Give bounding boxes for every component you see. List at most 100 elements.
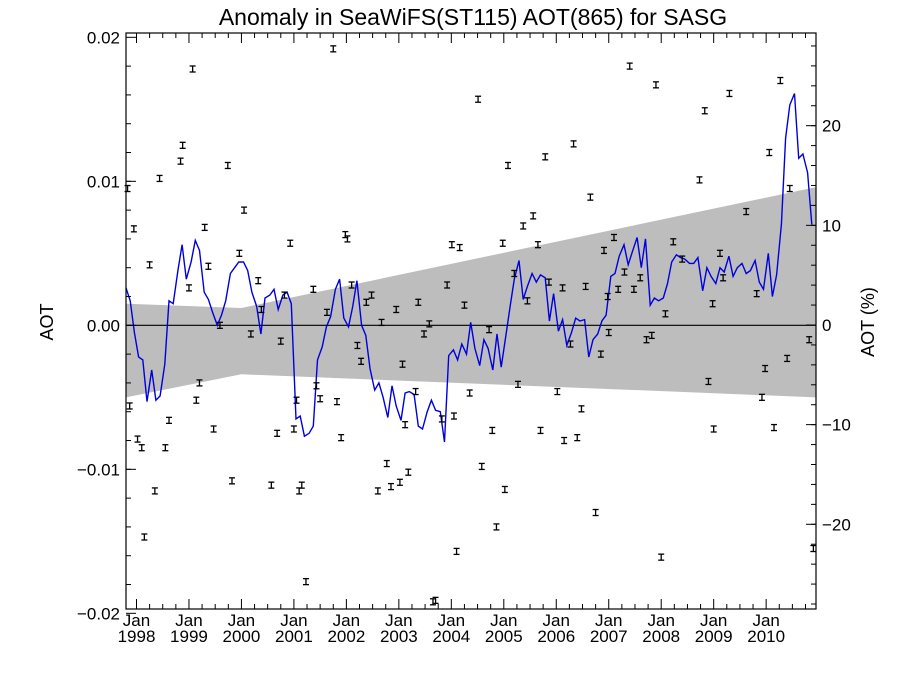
data-point (753, 289, 760, 298)
data-point (368, 291, 375, 299)
x-tick-label-month: Jan (228, 611, 255, 630)
data-point (228, 477, 235, 485)
data-point (570, 140, 577, 148)
y2-axis-label: AOT (%) (858, 287, 878, 357)
data-point (224, 161, 231, 170)
data-point (298, 481, 305, 489)
data-point (499, 239, 506, 247)
data-point (524, 297, 531, 305)
x-tick-label-year: 2002 (327, 627, 365, 646)
data-point (405, 468, 412, 476)
data-point (701, 107, 708, 115)
y-tick-label: −0.02 (77, 604, 120, 623)
data-point (193, 396, 200, 404)
data-point (771, 423, 778, 432)
x-tick-label-month: Jan (595, 611, 622, 630)
data-point (146, 261, 153, 269)
data-point (777, 76, 784, 85)
data-point (453, 547, 460, 556)
data-point (415, 298, 422, 306)
data-point (578, 405, 585, 413)
x-tick-label-month: Jan (543, 611, 570, 630)
data-point (534, 241, 541, 249)
x-tick-label-year: 2006 (537, 627, 575, 646)
data-point (514, 380, 521, 389)
data-point (399, 360, 406, 368)
data-point (504, 161, 511, 170)
y2-tick-label: −20 (822, 515, 851, 534)
data-point (559, 284, 566, 292)
data-point (412, 387, 419, 396)
data-point (537, 426, 544, 435)
data-point (281, 291, 288, 299)
data-point (363, 298, 370, 306)
data-point (605, 328, 612, 337)
data-point (786, 184, 793, 193)
data-point (293, 396, 300, 404)
x-tick-label-month: Jan (385, 611, 412, 630)
x-tick-label-year: 2001 (275, 627, 313, 646)
data-point (378, 318, 385, 327)
data-point (134, 435, 141, 443)
y2-axis: 20 10 0 −10 −20 (806, 45, 851, 605)
data-point (196, 379, 203, 387)
data-point (648, 331, 655, 340)
data-point (177, 157, 184, 165)
data-point (438, 415, 445, 423)
data-point (810, 544, 817, 553)
uncertainty-band-layer (126, 187, 816, 398)
data-point (383, 459, 390, 468)
data-point (574, 433, 581, 442)
data-point (185, 284, 192, 292)
data-point (296, 487, 303, 495)
data-point (338, 433, 345, 442)
plot-frame (125, 32, 817, 610)
x-tick-label-year: 2004 (432, 627, 470, 646)
x-tick-label-year: 2010 (747, 627, 785, 646)
data-point (344, 235, 351, 243)
data-point (720, 274, 727, 282)
x-axis: Jan1998Jan1999Jan2000Jan2001Jan2002Jan20… (118, 33, 807, 646)
x-tick-label-year: 2003 (380, 627, 418, 646)
series-line-layer (125, 93, 813, 443)
data-point (637, 274, 644, 282)
x-tick-label-month: Jan (438, 611, 465, 630)
data-point (393, 305, 400, 314)
data-point (290, 425, 297, 433)
data-point (486, 325, 493, 334)
data-point (626, 62, 633, 70)
data-point (126, 402, 133, 410)
x-tick-label-year: 2007 (590, 627, 628, 646)
data-point (189, 65, 196, 73)
data-point (597, 350, 604, 358)
data-point (658, 553, 665, 561)
data-point (696, 176, 703, 184)
data-point (448, 241, 455, 249)
data-point (274, 429, 281, 437)
data-point (766, 148, 773, 157)
y2-tick-label: −10 (822, 416, 851, 435)
data-point (358, 357, 365, 365)
data-point (330, 45, 337, 53)
data-point (615, 285, 622, 293)
data-point (501, 485, 508, 494)
data-point (396, 478, 403, 486)
data-point (461, 301, 468, 309)
data-point (258, 305, 265, 314)
data-point (236, 249, 243, 257)
data-point (670, 238, 677, 246)
data-point (762, 364, 769, 373)
data-point (493, 523, 500, 531)
x-tick-label-year: 1999 (170, 627, 208, 646)
data-point (354, 341, 361, 350)
y2-tick-label: 0 (822, 316, 831, 335)
x-tick-label-month: Jan (123, 611, 150, 630)
data-point (302, 577, 309, 586)
data-point (277, 337, 284, 345)
anomaly-line (125, 93, 813, 443)
x-tick-label-year: 2009 (695, 627, 733, 646)
data-point (478, 462, 485, 471)
data-point (511, 269, 518, 278)
